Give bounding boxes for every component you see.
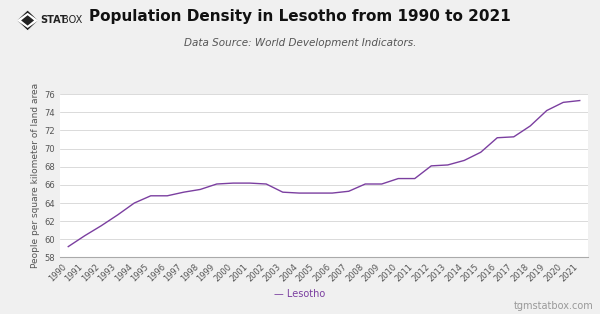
- Text: STAT: STAT: [41, 15, 67, 25]
- Text: tgmstatbox.com: tgmstatbox.com: [514, 301, 594, 311]
- Text: — Lesotho: — Lesotho: [274, 289, 326, 299]
- Polygon shape: [17, 13, 38, 28]
- Y-axis label: People per square kilometer of land area: People per square kilometer of land area: [31, 83, 40, 268]
- Text: BOX: BOX: [62, 15, 82, 25]
- Polygon shape: [17, 10, 38, 31]
- Polygon shape: [21, 15, 34, 26]
- Text: Data Source: World Development Indicators.: Data Source: World Development Indicator…: [184, 38, 416, 48]
- Text: Population Density in Lesotho from 1990 to 2021: Population Density in Lesotho from 1990 …: [89, 9, 511, 24]
